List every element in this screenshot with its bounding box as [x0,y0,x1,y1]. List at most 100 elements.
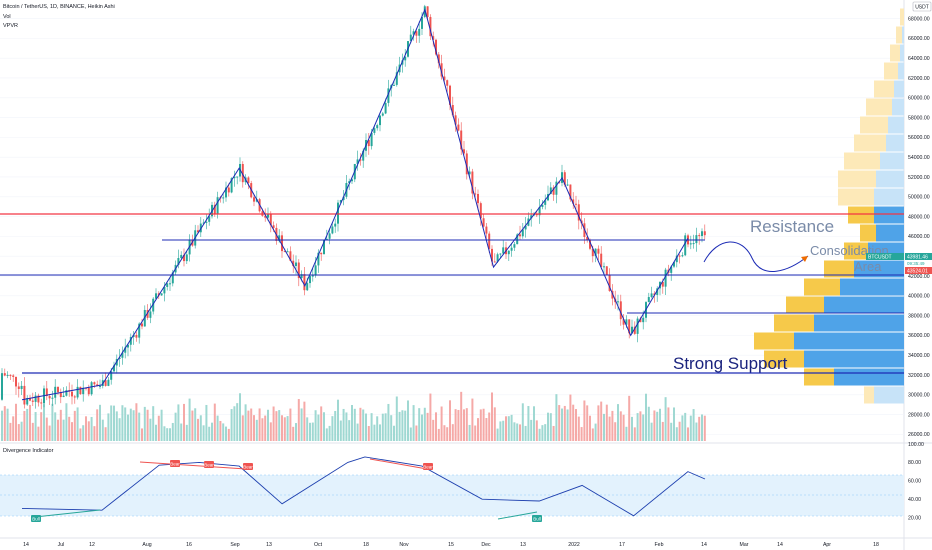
volume-bar [233,406,236,441]
candle-body [331,226,334,234]
volume-bar [664,397,667,441]
vpvr-sell-bar [824,260,854,278]
volume-bar [488,412,491,441]
volume-bar [185,424,188,441]
volume-bar [507,416,510,441]
candle-body [73,396,76,398]
volume-bar [404,410,407,441]
volume-bar [684,412,687,441]
projection-curve[interactable] [703,241,809,272]
candle-body [264,215,267,218]
volume-bar [146,409,149,441]
candle-body [342,196,345,201]
volume-bar [37,426,40,441]
volume-bar [104,427,107,441]
candle-body [183,254,185,262]
volume-bar [219,420,222,441]
volume-bar [17,424,20,441]
volume-bar [247,410,250,441]
volume-bar [555,394,558,441]
price-tick-label: 46000.00 [908,234,930,240]
candle-body [110,371,113,380]
vpvr-sell-bar [854,134,886,152]
candle-body [309,276,311,284]
volume-bar [129,408,132,441]
candle-body [519,234,521,237]
candle-body [703,231,706,236]
volume-bar [575,409,577,441]
vol-indicator-label[interactable]: Vol [3,14,11,20]
price-axis-panel[interactable] [900,0,932,550]
candle-body [451,104,454,116]
vpvr-sell-bar [864,386,874,404]
candle-body [633,326,636,334]
volume-bar [418,408,421,441]
candle-body [45,388,48,397]
volume-bar [642,414,645,441]
candle-body [169,283,171,285]
volume-bar [115,411,118,441]
symbol-title[interactable]: Bitcoin / TetherUS, 1D, BINANCE, Heikin … [3,4,115,10]
candle-body [516,234,519,245]
price-tick-label: 38000.00 [908,313,930,319]
vpvr-buy-bar [814,314,904,332]
volume-bar [446,427,449,441]
volume-bar [73,410,76,441]
candle-body [650,293,653,298]
vpvr-sell-bar [786,296,824,314]
volume-bar [572,404,575,441]
time-tick-label: Jul [58,542,65,548]
volume-bar [591,428,594,441]
volume-bar [194,408,197,441]
volume-bar [703,415,706,441]
time-tick-label: 13 [520,542,526,548]
bear-label-text-1: Bear [170,462,180,467]
volume-bar [113,405,115,441]
volume-bar [678,421,681,441]
candle-body [135,334,138,338]
candle-body [617,301,619,303]
volume-bar [166,428,169,441]
volume-bar [496,428,499,441]
vpvr-sell-bar [838,188,874,206]
vpvr-buy-bar [854,260,904,278]
candle-body [477,193,479,204]
vpvr-sell-bar [860,224,876,242]
candle-body [460,130,463,150]
candle-body [297,262,300,279]
candle-body [314,265,317,276]
volume-bar [460,391,463,441]
volume-bar [376,416,379,441]
volume-bar [239,393,241,441]
currency-badge[interactable]: USDT [912,1,932,12]
candle-body [233,176,236,179]
volume-bar [227,428,230,441]
candle-body [412,31,415,35]
vpvr-buy-bar [794,332,904,350]
volume-bar [398,411,401,441]
volume-bar [51,403,54,441]
candle-body [625,319,628,325]
vpvr-sell-bar [848,206,874,224]
candle-body [37,395,40,403]
volume-bar [149,418,152,441]
vpvr-buy-bar [834,368,904,386]
candle-body [566,184,569,186]
swing-zigzag-line[interactable] [21,8,689,401]
divergence-indicator-title[interactable]: Divergence Indicator [3,448,54,454]
candle-body [600,253,603,268]
candle-body [171,272,174,284]
volume-bar [681,415,684,441]
volume-bar [174,412,177,441]
price-tick-label: 66000.00 [908,36,930,42]
volume-bar [283,417,286,441]
bear-label-text-4: Bear [423,465,433,470]
candle-body [138,323,141,338]
volume-bar [34,412,37,441]
price-tick-label: 60000.00 [908,96,930,102]
time-tick-label: 12 [89,542,95,548]
vpvr-indicator-label[interactable]: VPVR [3,23,18,29]
volume-bar [6,408,9,441]
vpvr-sell-bar [754,332,794,350]
